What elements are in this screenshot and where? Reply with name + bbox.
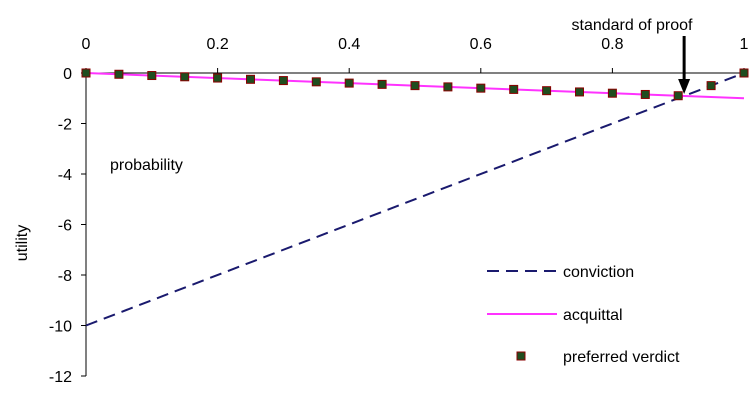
y-tick-label: -12 bbox=[49, 369, 72, 386]
y-ticks: 0 -2 -4 -6 -8 -10 -12 bbox=[49, 66, 86, 386]
preferred-verdict-point bbox=[147, 71, 157, 81]
preferred-verdict-point bbox=[607, 88, 617, 98]
x-axis-label: probability bbox=[110, 157, 183, 174]
legend-preferred-verdict-swatch bbox=[516, 351, 526, 361]
preferred-verdict-point bbox=[640, 89, 650, 99]
y-axis-label: utility bbox=[14, 225, 31, 261]
preferred-verdict-point bbox=[443, 82, 453, 92]
preferred-verdict-point bbox=[542, 86, 552, 96]
preferred-verdict-point bbox=[575, 87, 584, 97]
preferred-verdict-point bbox=[311, 77, 321, 87]
preferred-verdict-point bbox=[278, 76, 288, 86]
preferred-verdict-point bbox=[673, 91, 683, 101]
series-conviction-line bbox=[85, 72, 745, 327]
y-tick-label: -6 bbox=[58, 218, 72, 235]
preferred-verdict-point bbox=[114, 69, 124, 79]
preferred-verdict-point bbox=[344, 78, 354, 88]
series-layer bbox=[81, 68, 749, 327]
y-tick-label: 0 bbox=[63, 66, 72, 83]
preferred-verdict-point bbox=[509, 84, 519, 94]
preferred-verdict-point bbox=[377, 79, 387, 89]
legend: conviction acquittal preferred verdict bbox=[487, 264, 680, 366]
x-tick-label: 0.8 bbox=[601, 36, 623, 53]
x-ticks: 0 0.2 0.4 0.6 0.8 1 bbox=[82, 36, 749, 73]
y-tick-label: -8 bbox=[58, 268, 72, 285]
y-tick-label: -2 bbox=[58, 117, 72, 134]
preferred-verdict-point bbox=[81, 68, 91, 78]
legend-preferred-verdict-label: preferred verdict bbox=[563, 349, 680, 366]
standard-of-proof-annotation: standard of proof bbox=[572, 17, 694, 94]
y-tick-label: -10 bbox=[49, 319, 72, 336]
preferred-verdict-point bbox=[706, 81, 716, 91]
preferred-verdict-point bbox=[476, 83, 486, 93]
legend-acquittal-label: acquittal bbox=[563, 307, 623, 324]
legend-conviction-label: conviction bbox=[563, 264, 634, 281]
series-preferred-verdict bbox=[81, 68, 749, 101]
preferred-verdict-point bbox=[739, 68, 749, 78]
y-tick-label: -4 bbox=[58, 167, 72, 184]
preferred-verdict-point bbox=[213, 73, 223, 83]
x-tick-label: 1 bbox=[740, 36, 749, 53]
preferred-verdict-point bbox=[410, 81, 420, 91]
x-tick-label: 0 bbox=[82, 36, 91, 53]
preferred-verdict-point bbox=[246, 74, 255, 84]
x-tick-label: 0.6 bbox=[470, 36, 492, 53]
standard-of-proof-arrowhead bbox=[678, 78, 691, 94]
x-tick-label: 0.4 bbox=[338, 36, 360, 53]
x-tick-label: 0.2 bbox=[206, 36, 228, 53]
preferred-verdict-point bbox=[180, 72, 190, 82]
axes: 0 0.2 0.4 0.6 0.8 1 0 -2 -4 -6 -8 -10 -12 bbox=[49, 36, 749, 386]
standard-of-proof-label: standard of proof bbox=[572, 17, 694, 34]
